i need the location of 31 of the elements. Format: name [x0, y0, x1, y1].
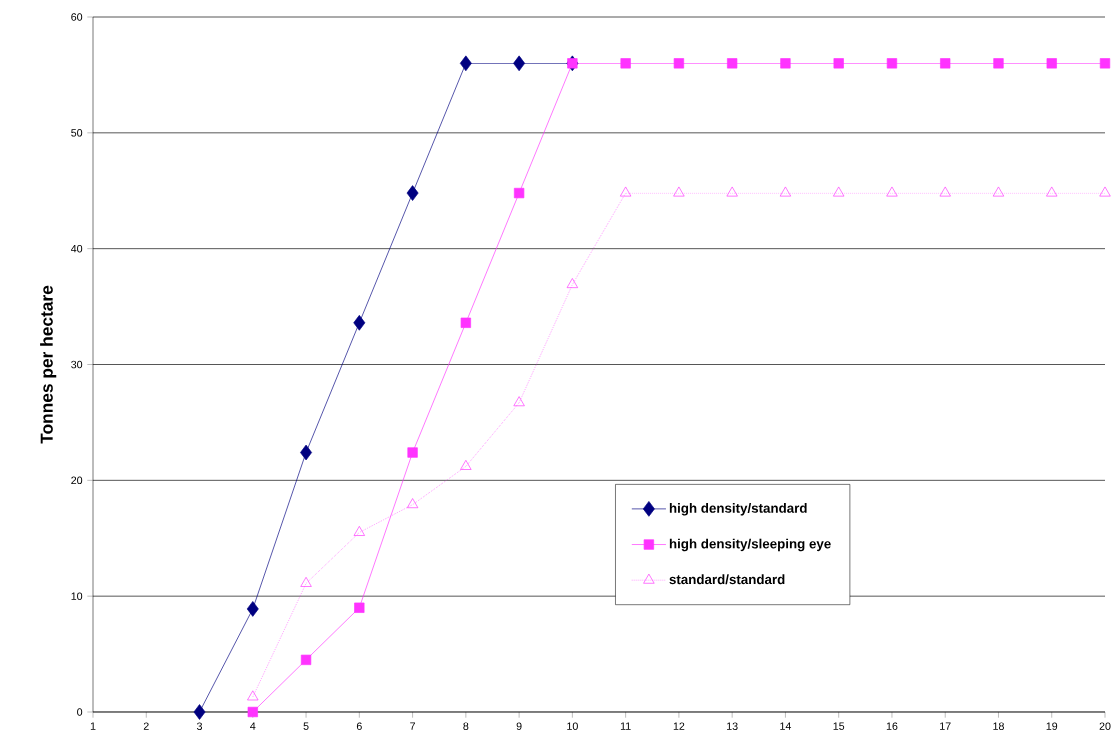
x-tick-label: 6 — [356, 722, 362, 730]
x-tick-label: 13 — [727, 722, 738, 730]
x-tick-label: 4 — [250, 722, 256, 730]
x-tick-label: 15 — [833, 722, 845, 730]
x-tick-label: 16 — [886, 722, 898, 730]
x-tick-label: 9 — [516, 722, 522, 730]
x-tick-label: 17 — [940, 722, 951, 730]
y-tick-label: 40 — [70, 244, 83, 253]
y-tick-label: 20 — [71, 476, 83, 485]
x-tick-label: 7 — [410, 722, 416, 730]
y-tick-label: 60 — [71, 13, 83, 21]
x-tick-label: 18 — [993, 722, 1004, 730]
y-axis-title: Tonnes per hectare — [40, 285, 57, 444]
legend-label: high density/standard — [669, 503, 807, 516]
x-tick-label: 1 — [90, 722, 96, 730]
x-tick-label: 14 — [780, 722, 792, 730]
y-tick-label: 30 — [71, 360, 83, 369]
x-tick-label: 5 — [303, 722, 309, 730]
x-tick-label: 12 — [673, 722, 685, 730]
y-tick-label: 10 — [71, 592, 83, 600]
x-tick-label: 19 — [1046, 722, 1058, 730]
x-tick-label: 2 — [143, 722, 149, 730]
x-tick-label: 11 — [620, 722, 631, 730]
x-tick-label: 3 — [196, 722, 203, 730]
legend-label: standard/standard — [669, 574, 785, 585]
y-tick-label: 50 — [71, 129, 83, 137]
y-tick-label: 0 — [77, 708, 83, 716]
legend-label: high density/sleeping eye — [669, 538, 831, 552]
x-tick-label: 8 — [463, 722, 469, 730]
x-tick-label: 20 — [1099, 722, 1111, 730]
x-tick-label: 10 — [567, 722, 578, 730]
